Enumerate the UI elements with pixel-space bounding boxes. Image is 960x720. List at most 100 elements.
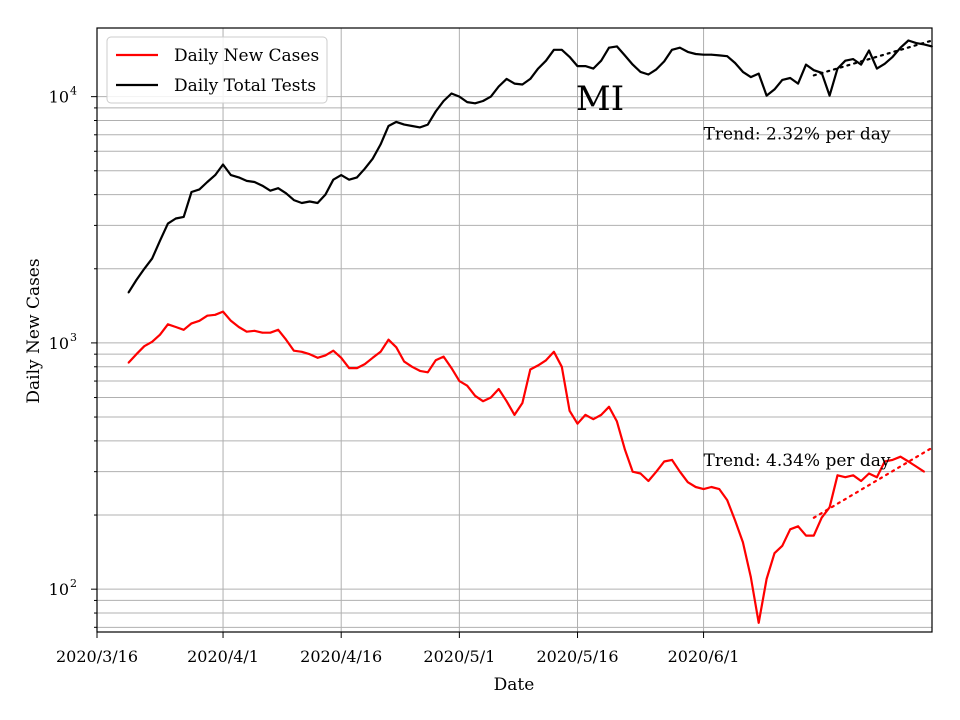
data-point-daily-new-cases [529,368,532,371]
data-point-daily-new-cases [907,460,910,463]
data-point-daily-total-tests [308,200,311,203]
data-point-daily-total-tests [505,78,508,80]
data-point-daily-new-cases [568,409,571,412]
data-point-daily-total-tests [568,56,571,58]
data-point-daily-new-cases [198,319,201,322]
plot-frame [96,27,933,633]
data-point-daily-total-tests [411,125,413,127]
data-point-daily-new-cases [277,328,280,331]
data-point-daily-new-cases [820,516,823,519]
data-point-daily-total-tests [143,267,146,270]
y-axis-label: Daily New Cases [24,258,44,403]
data-point-daily-new-cases [537,364,539,367]
data-point-daily-total-tests [348,178,350,181]
data-point-daily-new-cases [356,367,358,369]
data-point-daily-total-tests [497,85,500,88]
plot-area [127,39,934,624]
data-point-daily-new-cases [608,405,610,408]
y-tick-exponent: 3 [70,331,77,344]
data-point-daily-new-cases [167,323,169,326]
data-point-daily-total-tests [293,199,295,202]
data-point-daily-new-cases [726,499,729,501]
data-point-daily-new-cases [245,330,248,333]
data-point-daily-new-cases [560,365,563,368]
data-point-daily-new-cases [497,388,500,390]
data-point-daily-total-tests [891,56,894,58]
data-point-daily-new-cases [545,359,547,362]
data-point-daily-total-tests [387,125,390,127]
data-point-daily-new-cases [340,356,343,359]
data-point-daily-total-tests [324,193,327,196]
data-point-daily-total-tests [742,71,744,73]
x-tick-label: 2020/4/1 [187,647,259,666]
data-point-daily-new-cases [293,349,295,352]
data-point-daily-new-cases [671,459,673,461]
data-point-daily-new-cases [710,486,713,488]
data-point-daily-total-tests [206,181,209,183]
data-point-daily-new-cases [600,414,603,416]
data-point-daily-total-tests [686,51,689,53]
data-point-daily-total-tests [340,174,343,177]
data-point-daily-new-cases [639,472,642,475]
data-point-daily-total-tests [852,58,855,60]
data-point-daily-new-cases [805,534,807,537]
data-point-daily-total-tests [513,82,516,85]
data-point-daily-new-cases [742,541,744,544]
data-point-daily-total-tests [245,180,248,182]
data-point-daily-total-tests [277,187,280,190]
data-point-daily-total-tests [159,239,161,242]
data-point-daily-total-tests [844,59,847,62]
data-point-daily-total-tests [379,143,382,146]
data-point-daily-total-tests [332,178,335,181]
data-point-daily-new-cases [135,353,138,356]
data-point-daily-total-tests [718,54,721,57]
data-point-daily-new-cases [269,331,272,334]
axes-ticks: 2020/3/16 2020/4/1 2020/4/16 2020/5/1 2020/5… [49,85,740,666]
data-point-daily-total-tests [726,55,729,58]
data-point-daily-total-tests [537,67,539,70]
data-point-daily-new-cases [206,314,209,317]
data-point-daily-total-tests [363,167,366,170]
data-point-daily-total-tests [482,100,484,102]
data-point-daily-total-tests [773,88,776,91]
data-point-daily-total-tests [883,62,886,65]
grid [97,28,932,632]
data-point-daily-new-cases [411,365,413,368]
data-point-daily-new-cases [702,488,705,490]
data-point-daily-new-cases [442,355,445,358]
data-point-daily-new-cases [222,310,224,313]
data-point-daily-new-cases [316,356,319,359]
legend-label-daily-new-cases: Daily New Cases [174,46,319,66]
data-point-daily-new-cases [860,480,862,482]
data-point-daily-new-cases [237,326,240,328]
data-point-daily-total-tests [135,279,138,281]
data-point-daily-total-tests [623,54,626,57]
data-point-daily-total-tests [553,48,555,51]
data-point-daily-total-tests [190,191,193,193]
data-point-daily-total-tests [419,126,421,129]
x-tick-label: 2020/3/16 [56,647,138,666]
y-tick-exponent: 4 [70,85,77,98]
data-point-daily-new-cases [828,506,831,509]
data-point-daily-new-cases [403,360,406,363]
data-point-daily-new-cases [852,474,855,477]
data-point-daily-total-tests [529,78,532,80]
data-point-daily-new-cases [915,465,918,468]
data-point-daily-total-tests [442,100,445,102]
chart-title: MI [576,79,624,119]
data-point-daily-new-cases [584,414,587,416]
data-point-daily-new-cases [182,328,185,331]
data-point-daily-total-tests [576,65,579,67]
data-point-daily-total-tests [261,184,264,187]
data-point-daily-new-cases [883,460,886,463]
data-point-daily-new-cases [285,338,287,341]
data-point-daily-new-cases [308,353,311,356]
data-point-daily-new-cases [505,400,508,403]
data-point-daily-new-cases [300,350,303,353]
data-point-daily-new-cases [812,534,815,537]
data-point-daily-total-tests [600,59,603,62]
data-point-daily-total-tests [434,110,437,113]
x-tick-label: 2020/5/1 [423,647,495,666]
data-point-daily-total-tests [639,71,642,73]
data-point-daily-new-cases [757,621,760,624]
